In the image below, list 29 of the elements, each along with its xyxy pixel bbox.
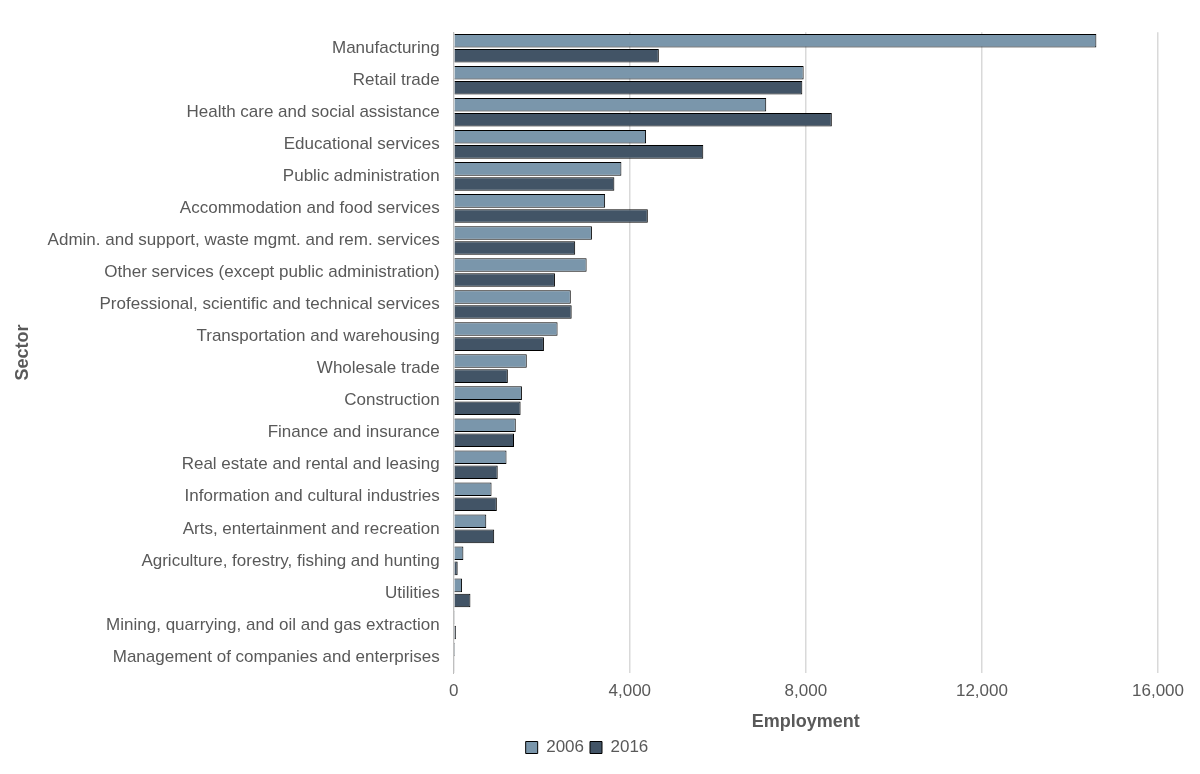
y-tick-label: Real estate and rental and leasing [181,454,440,474]
y-tick-label: Wholesale trade [316,358,440,378]
y-tick-label: Health care and social assistance [186,101,440,121]
y-tick-label: Public administration [282,166,440,186]
y-axis-title: Sector [11,324,32,381]
y-tick-label: Finance and insurance [267,422,440,442]
y-tick-label: Management of companies and enterprises [112,646,440,666]
y-tick-label: Information and cultural industries [184,486,440,506]
y-tick-label: Accommodation and food services [179,198,440,218]
y-tick-label: Mining, quarrying, and oil and gas extraction [106,614,440,634]
legend-label: 2016 [610,737,649,757]
x-axis-title: Employment [751,711,860,732]
y-tick-label: Admin. and support, waste mgmt. and rem. services [47,230,440,250]
legend-label: 2006 [546,737,585,757]
x-tick-label: 12,000 [955,680,1008,700]
y-tick-label: Professional, scientific and technical services [99,294,440,314]
y-tick-label: Manufacturing [331,37,440,57]
x-tick-label: 16,000 [1132,680,1184,700]
y-tick-label: Educational services [283,134,440,154]
y-tick-label: Transportation and warehousing [196,326,440,346]
x-tick-label: 8,000 [784,680,828,700]
y-tick-label: Other services (except public administration) [104,262,440,282]
x-tick-label: 4,000 [608,680,652,700]
y-tick-label: Arts, entertainment and recreation [182,518,440,538]
y-tick-label: Agriculture, forestry, fishing and hunting [141,550,440,570]
y-tick-label: Retail trade [352,69,440,89]
x-tick-label: 0 [448,680,459,700]
y-tick-label: Construction [344,390,440,410]
y-tick-label: Utilities [384,582,440,602]
